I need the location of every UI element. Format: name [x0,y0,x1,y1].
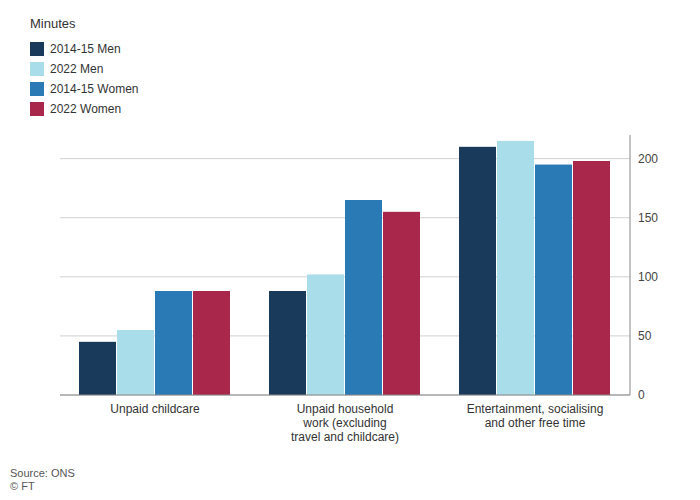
bar [497,141,534,395]
legend-swatch [30,82,44,96]
y-tick-label: 200 [638,152,658,166]
chart: Minutes2014-15 Men2022 Men2014-15 Women2… [0,0,700,500]
bar [269,291,306,395]
bar [307,274,344,395]
bar [155,291,192,395]
grid-line [60,395,630,396]
legend: 2014-15 Men 2022 Men 2014-15 Women 2022 Wom… [30,42,139,116]
legend-swatch [30,62,44,76]
bar [345,200,382,395]
y-tick-label: 150 [638,211,658,225]
x-tick-label: Unpaid childcare [110,402,200,416]
legend-label: 2022 Women [50,102,121,116]
text-line: Unpaid household [297,402,394,416]
y-tick-label: 50 [638,329,652,343]
x-tick-label: Unpaid householdwork (excludingtravel an… [291,402,399,444]
y-tick-label: 100 [638,270,658,284]
bar [459,147,496,395]
bar [535,165,572,395]
y-tick-label: 0 [638,388,645,402]
bar [79,342,116,395]
legend-label: 2022 Men [50,62,103,76]
text-line: Unpaid childcare [110,402,200,416]
text-line: work (excluding [302,416,386,430]
x-axis-line [60,395,630,396]
legend-swatch [30,102,44,116]
bar [383,212,420,395]
grid [60,159,630,395]
x-tick-label: Entertainment, socialisingand other free… [467,402,604,430]
bars [79,141,610,395]
y-axis-line [630,135,631,395]
text-line: and other free time [485,416,586,430]
bar [117,330,154,395]
legend-label: 2014-15 Women [50,82,139,96]
text-line: Source: ONS [10,467,75,479]
bar [193,291,230,395]
annotation: Source: ONS© FT [10,467,75,492]
background [0,0,700,500]
y-axis-label: Minutes [30,16,76,31]
bar [573,161,610,395]
grid-line [60,158,630,159]
legend-label: 2014-15 Men [50,42,121,56]
text-line: Entertainment, socialising [467,402,604,416]
text-line: travel and childcare) [291,430,399,444]
text-line: © FT [10,480,35,492]
legend-swatch [30,42,44,56]
